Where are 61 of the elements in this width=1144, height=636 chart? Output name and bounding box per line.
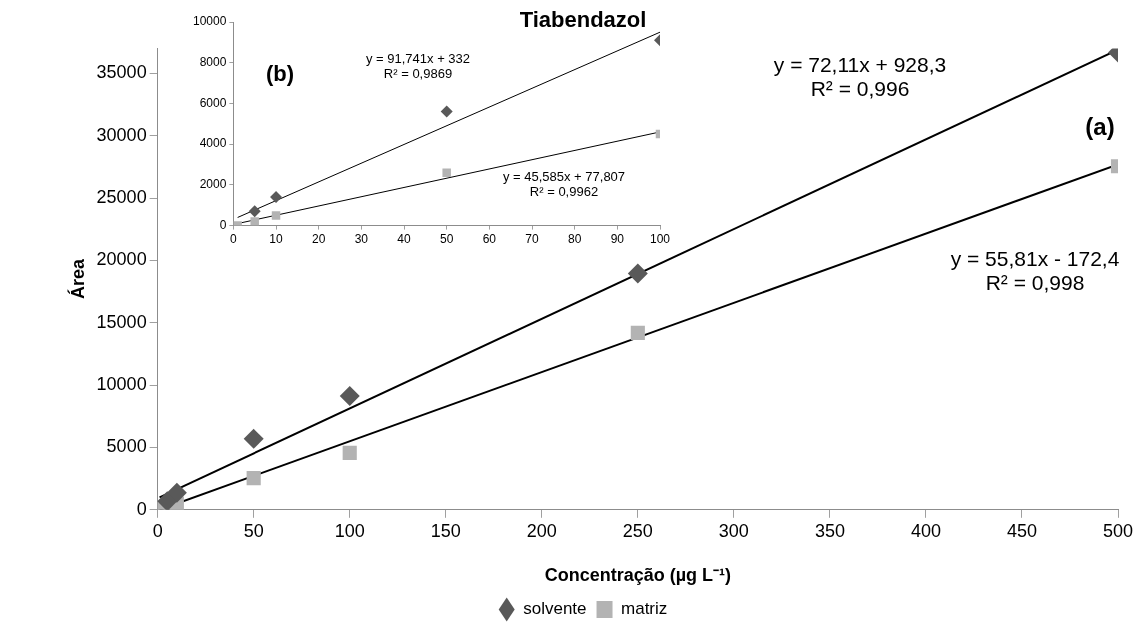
y-tick-label: 8000 bbox=[199, 55, 227, 70]
y-tick-label: 4000 bbox=[199, 136, 227, 151]
x-tick-label: 100 bbox=[649, 232, 671, 247]
x-tick-label: 50 bbox=[243, 520, 264, 541]
x-tick-label: 450 bbox=[1006, 520, 1037, 541]
point bbox=[243, 428, 264, 449]
y-tick-label: 5000 bbox=[106, 436, 147, 457]
y-tick-label: 0 bbox=[136, 498, 147, 519]
point bbox=[627, 263, 648, 284]
point bbox=[630, 325, 645, 340]
x-axis-title: Concentração (µg L⁻¹) bbox=[544, 565, 732, 586]
point bbox=[250, 217, 259, 226]
x-tick-label: 10 bbox=[269, 232, 284, 247]
annotation: (a) bbox=[1085, 112, 1115, 140]
annotation: y = 45,585x + 77,807 R² = 0,9962 bbox=[502, 169, 626, 200]
point bbox=[271, 211, 281, 220]
x-tick-label: 350 bbox=[814, 520, 845, 541]
y-tick-label: 30000 bbox=[96, 124, 147, 145]
y-tick-label: 25000 bbox=[96, 187, 147, 208]
y-tick-label: 0 bbox=[219, 217, 227, 232]
x-tick-label: 0 bbox=[152, 520, 163, 541]
y-tick-label: 20000 bbox=[96, 249, 147, 270]
x-tick-label: 150 bbox=[430, 520, 461, 541]
x-tick-label: 50 bbox=[440, 232, 454, 247]
x-tick-label: 20 bbox=[312, 232, 326, 247]
x-tick-label: 200 bbox=[526, 520, 557, 541]
x-tick-label: 90 bbox=[610, 232, 625, 247]
x-tick-label: 250 bbox=[622, 520, 653, 541]
point bbox=[442, 168, 451, 177]
point bbox=[246, 471, 261, 486]
x-tick-label: 60 bbox=[482, 232, 497, 247]
annotation: (b) bbox=[265, 61, 295, 87]
point bbox=[270, 191, 283, 204]
point bbox=[339, 385, 360, 406]
x-tick-label: 80 bbox=[567, 232, 582, 247]
point bbox=[248, 205, 261, 218]
y-tick-label: 2000 bbox=[199, 177, 227, 192]
annotation: y = 55,81x - 172,4 R² = 0,998 bbox=[950, 246, 1120, 294]
x-tick-label: 70 bbox=[525, 232, 539, 247]
y-tick-label: 15000 bbox=[96, 311, 147, 332]
x-tick-label: 300 bbox=[718, 520, 749, 541]
y-tick-label: 35000 bbox=[96, 62, 147, 83]
point bbox=[342, 445, 357, 461]
y-axis-title: Área bbox=[66, 258, 88, 300]
x-tick-label: 0 bbox=[230, 232, 238, 247]
x-tick-label: 100 bbox=[334, 520, 365, 541]
point bbox=[166, 482, 187, 503]
x-tick-label: 500 bbox=[1102, 520, 1134, 541]
annotation: y = 91,741x + 332 R² = 0,9869 bbox=[365, 51, 471, 82]
point bbox=[157, 491, 178, 510]
annotation: y = 72,11x + 928,3 R² = 0,996 bbox=[773, 52, 947, 100]
point bbox=[440, 105, 453, 118]
chart-title: Tiabendazol bbox=[519, 7, 647, 33]
x-tick-label: 400 bbox=[910, 520, 941, 541]
x-tick-label: 40 bbox=[397, 232, 412, 247]
legend-label: solvente bbox=[523, 599, 587, 619]
x-tick-label: 30 bbox=[354, 232, 369, 247]
legend-label: matriz bbox=[621, 599, 668, 619]
y-tick-label: 6000 bbox=[199, 95, 227, 110]
y-tick-label: 10000 bbox=[96, 374, 147, 395]
y-tick-label: 10000 bbox=[192, 14, 227, 29]
